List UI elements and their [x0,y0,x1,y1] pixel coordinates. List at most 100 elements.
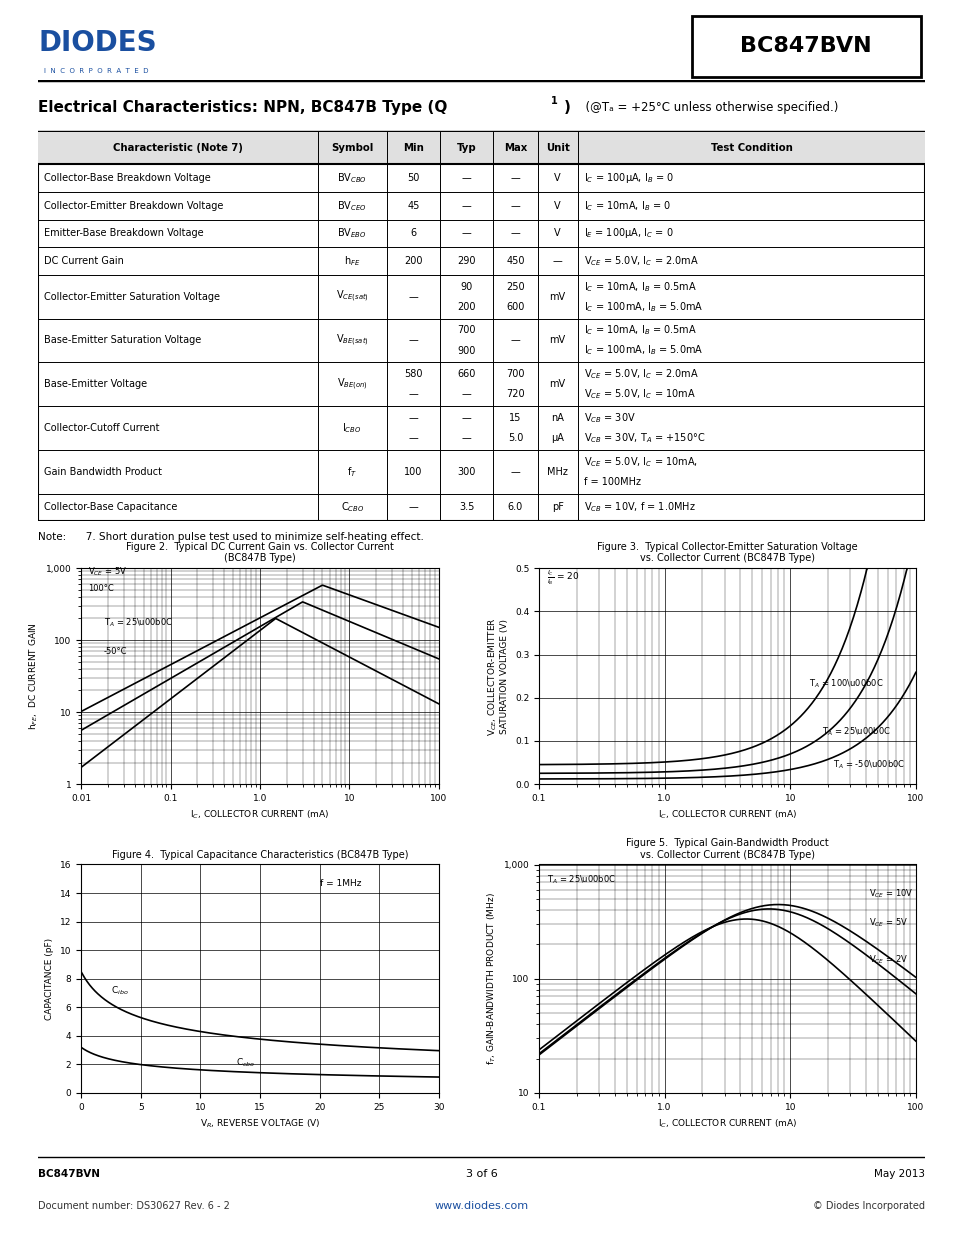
Text: V$_{CB}$ = 30V: V$_{CB}$ = 30V [583,411,635,425]
Text: Collector-Base Breakdown Voltage: Collector-Base Breakdown Voltage [45,173,211,183]
Text: V$_{CE}$ = 5V: V$_{CE}$ = 5V [867,916,906,930]
Text: Document number: DS30627 Rev. 6 - 2: Document number: DS30627 Rev. 6 - 2 [38,1200,230,1210]
Text: Characteristic (Note 7): Characteristic (Note 7) [112,143,243,153]
Text: —: — [510,467,519,477]
Text: V$_{CB}$ = 10V, f = 1.0MHz: V$_{CB}$ = 10V, f = 1.0MHz [583,500,695,514]
Text: BV$_{CBO}$: BV$_{CBO}$ [337,172,367,185]
Text: V$_{CE}$ = 5V: V$_{CE}$ = 5V [88,566,128,578]
Text: BC847BVN: BC847BVN [38,1168,100,1178]
Text: —: — [510,173,519,183]
Text: Typ: Typ [456,143,476,153]
Title: Figure 3.  Typical Collector-Emitter Saturation Voltage
vs. Collector Current (B: Figure 3. Typical Collector-Emitter Satu… [597,542,857,563]
Text: I$_E$ = 100μA, I$_C$ = 0: I$_E$ = 100μA, I$_C$ = 0 [583,226,673,241]
Text: 720: 720 [506,389,524,399]
Text: T$_A$ = 25\u00b0C: T$_A$ = 25\u00b0C [546,873,615,885]
Text: 5.0: 5.0 [507,433,522,443]
Text: I$_C$ = 100μA, I$_B$ = 0: I$_C$ = 100μA, I$_B$ = 0 [583,172,673,185]
Text: 15: 15 [509,412,521,422]
Text: —: — [461,433,471,443]
Text: V: V [554,173,560,183]
Text: —: — [552,256,562,266]
Text: 900: 900 [457,346,476,356]
Y-axis label: CAPACITANCE (pF): CAPACITANCE (pF) [45,937,54,1020]
Text: —: — [510,336,519,346]
Title: Figure 2.  Typical DC Current Gain vs. Collector Current
(BC847B Type): Figure 2. Typical DC Current Gain vs. Co… [126,542,394,563]
Text: V: V [554,228,560,238]
X-axis label: I$_C$, COLLECTOR CURRENT (mA): I$_C$, COLLECTOR CURRENT (mA) [191,809,329,821]
Text: I$_C$ = 100mA, I$_B$ = 5.0mA: I$_C$ = 100mA, I$_B$ = 5.0mA [583,343,702,357]
Text: I$_C$ = 10mA, I$_B$ = 0: I$_C$ = 10mA, I$_B$ = 0 [583,199,670,212]
Text: pF: pF [551,503,563,513]
X-axis label: I$_C$, COLLECTOR CURRENT (mA): I$_C$, COLLECTOR CURRENT (mA) [658,1118,796,1130]
Text: —: — [510,228,519,238]
Text: —: — [408,291,418,301]
Text: Base-Emitter Saturation Voltage: Base-Emitter Saturation Voltage [45,336,201,346]
Text: Collector-Emitter Breakdown Voltage: Collector-Emitter Breakdown Voltage [45,201,224,211]
Text: T$_A$ = 25\u00b0C: T$_A$ = 25\u00b0C [821,725,890,739]
Text: I$_C$ = 10mA, I$_B$ = 0.5mA: I$_C$ = 10mA, I$_B$ = 0.5mA [583,324,696,337]
Text: 450: 450 [506,256,524,266]
X-axis label: I$_C$, COLLECTOR CURRENT (mA): I$_C$, COLLECTOR CURRENT (mA) [658,809,796,821]
Text: V$_{CE}$ = 5.0V, I$_C$ = 2.0mA: V$_{CE}$ = 5.0V, I$_C$ = 2.0mA [583,367,698,382]
Bar [38,132,924,164]
Text: mV: mV [549,291,565,301]
Text: 100: 100 [404,467,422,477]
Text: f = 1MHz: f = 1MHz [319,879,361,888]
Text: 200: 200 [456,301,476,311]
Text: 6: 6 [410,228,416,238]
Text: V$_{BE(on)}$: V$_{BE(on)}$ [336,377,367,391]
Text: Min: Min [402,143,423,153]
Text: V$_{CE}$ = 2V: V$_{CE}$ = 2V [867,953,906,966]
Text: —: — [461,173,471,183]
Text: C$_{cbo}$: C$_{cbo}$ [236,1057,255,1070]
Text: —: — [408,389,418,399]
Text: Base-Emitter Voltage: Base-Emitter Voltage [45,379,148,389]
Text: Collector-Base Capacitance: Collector-Base Capacitance [45,503,177,513]
Text: BV$_{CEO}$: BV$_{CEO}$ [337,199,367,212]
Text: BC847BVN: BC847BVN [740,36,871,57]
Text: 700: 700 [506,369,524,379]
Text: I$_C$ = 100mA, I$_B$ = 5.0mA: I$_C$ = 100mA, I$_B$ = 5.0mA [583,300,702,314]
Text: V$_{CE}$ = 10V: V$_{CE}$ = 10V [867,888,912,900]
Text: 45: 45 [407,201,419,211]
Text: T$_A$ = -50\u00b0C: T$_A$ = -50\u00b0C [832,758,904,772]
Text: DC Current Gain: DC Current Gain [45,256,124,266]
Text: 250: 250 [506,282,524,291]
Text: —: — [408,412,418,422]
Title: Figure 5.  Typical Gain-Bandwidth Product
vs. Collector Current (BC847B Type): Figure 5. Typical Gain-Bandwidth Product… [625,839,828,860]
Text: f$_T$: f$_T$ [347,464,357,479]
Text: 600: 600 [506,301,524,311]
Text: 580: 580 [404,369,422,379]
Text: 90: 90 [460,282,473,291]
Text: —: — [408,336,418,346]
Text: $\frac{I_C}{I_B}$ = 20: $\frac{I_C}{I_B}$ = 20 [546,568,578,588]
Text: Collector-Cutoff Current: Collector-Cutoff Current [45,422,160,433]
Text: (@Tₐ = +25°C unless otherwise specified.): (@Tₐ = +25°C unless otherwise specified.… [577,101,837,114]
Y-axis label: V$_{CE}$, COLLECTOR-EMITTER
SATURATION VOLTAGE (V): V$_{CE}$, COLLECTOR-EMITTER SATURATION V… [486,616,509,736]
Text: V$_{CE(sat)}$: V$_{CE(sat)}$ [335,289,368,304]
Text: —: — [461,389,471,399]
Text: C$_{CBO}$: C$_{CBO}$ [340,500,363,514]
Text: μA: μA [551,433,563,443]
Text: 1: 1 [551,96,558,106]
Text: I  N  C  O  R  P  O  R  A  T  E  D: I N C O R P O R A T E D [45,68,149,74]
Text: —: — [408,503,418,513]
Text: —: — [408,433,418,443]
Title: Figure 4.  Typical Capacitance Characteristics (BC847B Type): Figure 4. Typical Capacitance Characteri… [112,850,408,860]
Text: mV: mV [549,336,565,346]
Text: V$_{CE}$ = 5.0V, I$_C$ = 10mA,: V$_{CE}$ = 5.0V, I$_C$ = 10mA, [583,454,697,468]
Text: -50°C: -50°C [104,647,128,656]
Text: I$_C$ = 10mA, I$_B$ = 0.5mA: I$_C$ = 10mA, I$_B$ = 0.5mA [583,280,696,294]
Text: V$_{BE(sat)}$: V$_{BE(sat)}$ [335,332,368,348]
Text: 200: 200 [404,256,422,266]
Text: Electrical Characteristics: NPN, BC847B Type (Q: Electrical Characteristics: NPN, BC847B … [38,100,447,115]
Text: —: — [510,201,519,211]
Text: MHz: MHz [547,467,567,477]
Text: I$_{CBO}$: I$_{CBO}$ [342,421,361,435]
Text: www.diodes.com: www.diodes.com [435,1200,528,1210]
Text: nA: nA [551,412,563,422]
Text: f = 100MHz: f = 100MHz [583,477,640,487]
Text: 100°C: 100°C [88,584,113,593]
Text: V$_{CE}$ = 5.0V, I$_C$ = 10mA: V$_{CE}$ = 5.0V, I$_C$ = 10mA [583,388,695,401]
Text: 3 of 6: 3 of 6 [465,1168,497,1178]
